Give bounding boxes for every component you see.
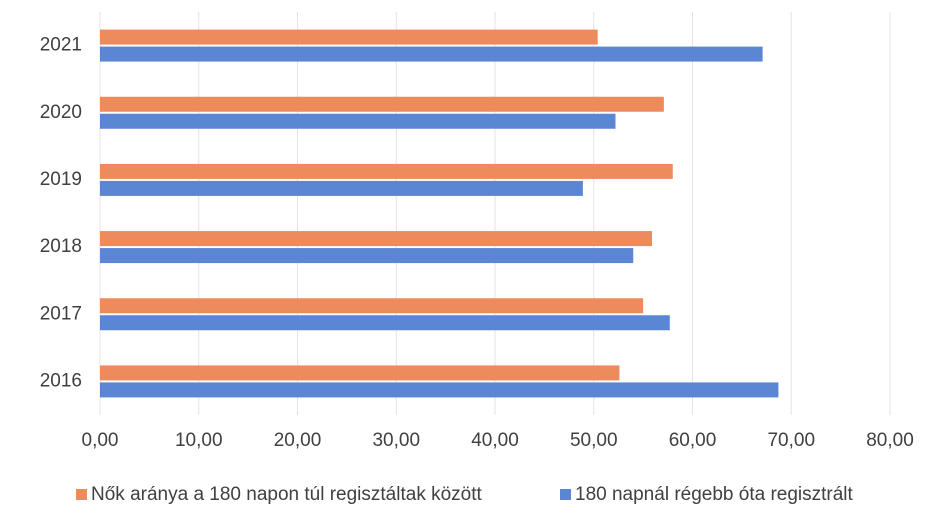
- legend-label: 180 napnál régebb óta regisztrált: [575, 484, 854, 505]
- x-tick-label: 80,00: [866, 430, 914, 451]
- legend-label: Nők aránya a 180 napon túl regisztáltak …: [91, 484, 483, 505]
- bar: [100, 365, 620, 381]
- bar: [100, 46, 763, 62]
- x-tick-label: 0,00: [82, 430, 119, 451]
- y-tick-label: 2019: [40, 169, 82, 190]
- y-tick-label: 2021: [40, 35, 82, 56]
- bar: [100, 29, 598, 45]
- x-tick-label: 30,00: [372, 430, 420, 451]
- x-tick-label: 40,00: [471, 430, 519, 451]
- y-tick-label: 2016: [40, 370, 82, 391]
- bar: [100, 298, 644, 314]
- y-tick-label: 2020: [40, 102, 82, 123]
- bar: [100, 382, 779, 398]
- legend-swatch: [560, 489, 571, 500]
- x-tick-label: 70,00: [767, 430, 815, 451]
- y-tick-label: 2018: [40, 236, 82, 257]
- bar: [100, 248, 634, 264]
- bar: [100, 180, 583, 196]
- legend-swatch: [76, 489, 87, 500]
- x-tick-label: 10,00: [175, 430, 223, 451]
- bar: [100, 113, 616, 129]
- y-tick-label: 2017: [40, 303, 82, 324]
- x-tick-label: 50,00: [570, 430, 618, 451]
- bar: [100, 96, 664, 112]
- bar: [100, 231, 653, 247]
- x-tick-label: 60,00: [669, 430, 717, 451]
- x-tick-label: 20,00: [274, 430, 322, 451]
- bar: [100, 315, 670, 331]
- bar: [100, 163, 673, 179]
